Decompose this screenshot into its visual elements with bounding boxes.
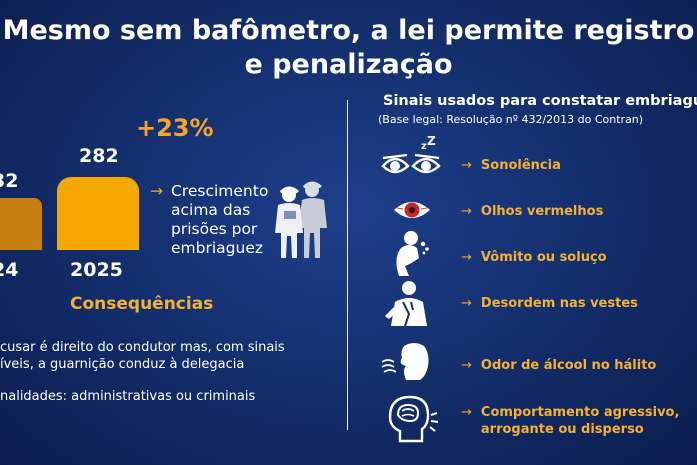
page-title: Mesmo sem bafômetro, a lei permite regis… xyxy=(0,14,697,82)
arrow-icon: → xyxy=(461,296,472,311)
growth-percentage: +23% xyxy=(136,114,214,142)
sign-item: → Odor de álcool no hálito xyxy=(461,357,656,374)
growth-note-line: embriaguez xyxy=(171,239,263,257)
sign-item: → Sonolência xyxy=(461,157,561,174)
arrow-icon: → xyxy=(150,182,163,200)
title-line-2: e penalização xyxy=(244,49,453,80)
sign-label: Odor de álcool no hálito xyxy=(480,358,657,373)
sign-label: Sonolência xyxy=(480,158,561,173)
consequence-text: cusar é direito do condutor mas, com sin… xyxy=(0,340,285,355)
consequence-text: nalidades: administrativas ou criminais xyxy=(0,389,256,404)
sign-label: Comportamento agressivo, xyxy=(480,405,680,420)
growth-note-line: prisões por xyxy=(171,220,258,238)
police-officers-icon xyxy=(272,178,334,260)
growth-note-line: Crescimento xyxy=(171,182,269,200)
sleepy-eyes-icon: z Z xyxy=(381,136,443,180)
vomit-icon xyxy=(389,228,433,278)
arrow-icon: → xyxy=(461,250,472,265)
signs-title: Sinais usados para constatar embriagu xyxy=(383,93,697,109)
agitated-head-icon xyxy=(384,395,440,445)
consequences-title: Consequências xyxy=(70,294,214,314)
bar-category-label: 2025 xyxy=(70,259,123,281)
consequence-text: íveis, a guarnição conduz à delegacia xyxy=(0,357,245,372)
svg-text:Z: Z xyxy=(427,136,436,148)
sign-label: arrogante ou disperso xyxy=(480,422,644,437)
divider xyxy=(347,100,348,430)
breath-icon xyxy=(380,340,432,382)
messy-clothes-icon xyxy=(383,280,433,328)
bar-category-label: 24 xyxy=(0,259,19,281)
sign-label: Desordem nas vestes xyxy=(480,296,638,311)
red-eye-icon xyxy=(392,196,432,224)
arrow-icon: → xyxy=(461,405,472,420)
signs-subtitle: (Base legal: Resolução nº 432/2013 do Co… xyxy=(378,113,644,126)
bar xyxy=(0,198,42,250)
sign-item: → Vômito ou soluço xyxy=(461,249,607,266)
svg-text:z: z xyxy=(421,141,427,152)
sign-item: → Desordem nas vestes xyxy=(461,295,638,312)
arrow-icon: → xyxy=(461,158,472,173)
growth-note: → Crescimento acima das prisões por embr… xyxy=(150,182,268,258)
growth-note-line: acima das xyxy=(171,201,251,219)
bar xyxy=(57,177,139,250)
arrow-icon: → xyxy=(461,204,472,219)
arrow-icon: → xyxy=(461,358,472,373)
bar-value-label: 32 xyxy=(0,170,19,192)
sign-label: Vômito ou soluço xyxy=(480,250,607,265)
sign-item: → Olhos vermelhos xyxy=(461,203,603,220)
bar-value-label: 282 xyxy=(79,145,119,167)
sign-item: → Comportamento agressivo, arrogante ou … xyxy=(461,404,679,438)
sign-label: Olhos vermelhos xyxy=(480,204,604,219)
title-line-1: Mesmo sem bafômetro, a lei permite regis… xyxy=(2,15,695,46)
